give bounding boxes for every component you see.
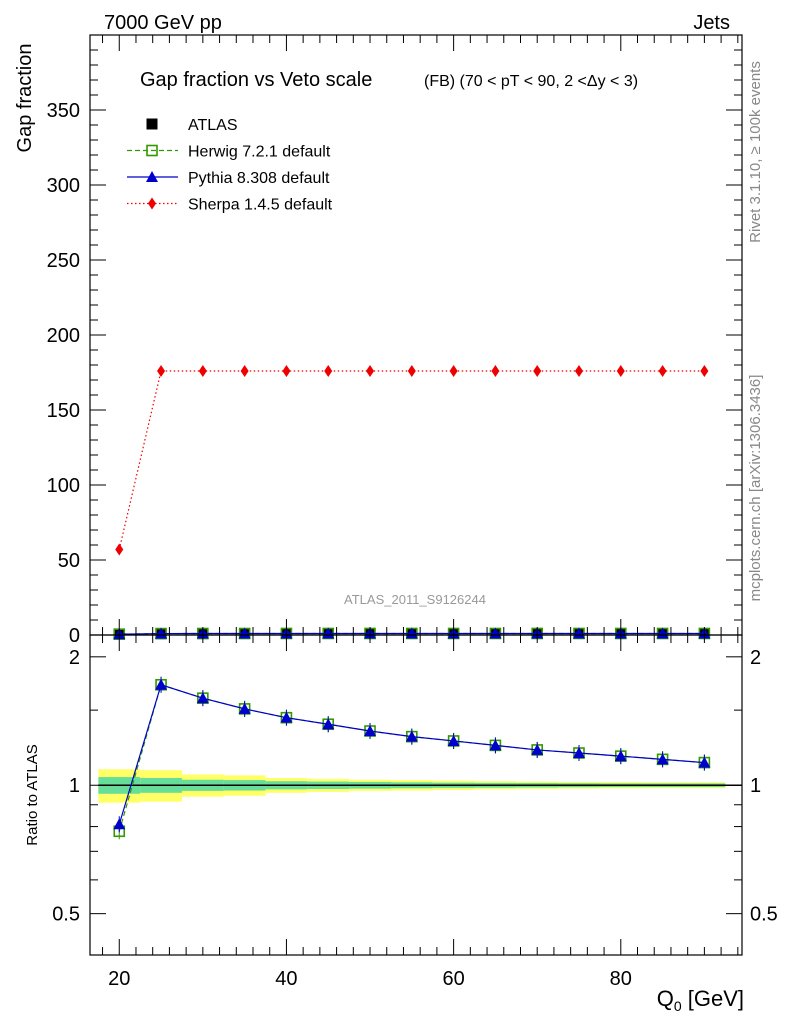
- main-ytick-label-0: 0: [69, 625, 80, 647]
- main-subtitle: (FB) (70 < pT < 90, 2 <Δy < 3): [424, 73, 638, 90]
- main-title: Gap fraction vs Veto scale: [140, 69, 372, 91]
- ratio-point-pythia-60: [447, 734, 460, 746]
- main-xticks: [102, 35, 739, 635]
- ratio-point-pythia-20: [113, 818, 126, 830]
- ratio-band: [98, 769, 742, 803]
- main-yticks: 0 50 100 150 200 250 300 350: [47, 49, 742, 647]
- main-ytick-label-150: 150: [47, 400, 80, 422]
- main-ytick-label-300: 300: [47, 175, 80, 197]
- main-ytick-label-50: 50: [58, 550, 80, 572]
- ratio-point-pythia-65: [489, 739, 502, 751]
- ratio-point-pythia-85: [656, 753, 669, 765]
- main-ytick-label-200: 200: [47, 325, 80, 347]
- watermark: ATLAS_2011_S9126244: [344, 592, 486, 607]
- main-point-sherpa-90: [700, 365, 709, 377]
- main-ytick-label-100: 100: [47, 475, 80, 497]
- main-point-sherpa-25: [157, 365, 166, 377]
- main-point-sherpa-50: [366, 365, 375, 377]
- legend-marker-sherpa: [148, 197, 156, 210]
- header-right: Jets: [693, 12, 730, 34]
- header-left: 7000 GeV pp: [104, 12, 222, 34]
- ratio-point-pythia-90: [698, 756, 711, 768]
- legend-label-pythia: Pythia 8.308 default: [188, 170, 330, 187]
- xlabel-sub: 0: [674, 998, 682, 1014]
- main-point-sherpa-85: [658, 365, 667, 377]
- ratio-point-pythia-30: [196, 692, 209, 704]
- main-ytick-label-350: 350: [47, 100, 80, 122]
- ratio-point-pythia-25: [155, 678, 168, 690]
- legend-label-sherpa: Sherpa 1.4.5 default: [188, 197, 333, 214]
- ratio-marks: [113, 676, 711, 840]
- main-point-sherpa-35: [240, 365, 249, 377]
- xlabel-main: Q: [657, 986, 674, 1011]
- ratio-ytick-label-right-1: 1: [750, 775, 761, 797]
- legend-label-herwig: Herwig 7.2.1 default: [188, 144, 331, 161]
- ratio-point-pythia-35: [238, 702, 251, 714]
- ratio-ytick-label-2: 2: [69, 647, 80, 669]
- main-point-sherpa-20: [115, 543, 124, 556]
- main-point-sherpa-40: [282, 365, 291, 377]
- ratio-line-pythia: [118, 684, 705, 825]
- main-point-pythia-85: [656, 627, 669, 639]
- ratio-xtick-label-60: 60: [442, 968, 464, 990]
- ratio-point-pythia-80: [614, 750, 627, 762]
- ratio-xlabel: Q0 [GeV]: [657, 986, 744, 1014]
- main-point-sherpa-45: [324, 365, 333, 377]
- main-point-sherpa-55: [407, 365, 416, 377]
- ratio-point-pythia-40: [280, 711, 293, 723]
- legend-marker-herwig: [146, 144, 158, 157]
- ratio-ylabel: Ratio to ATLAS: [24, 744, 41, 845]
- main-plot: 0 50 100 150 200 250 300 350 Gap fraction vs Ve…: [47, 34, 743, 647]
- main-point-sherpa-60: [449, 365, 458, 377]
- legend-marker-atlas: [146, 118, 158, 130]
- ratio-ytick-label-right-0.5: 0.5: [750, 904, 778, 926]
- main-ytick-label-250: 250: [47, 250, 80, 272]
- ratio-yticks: 0.5 0.5 1 1 2 2: [52, 647, 778, 926]
- ratio-point-pythia-55: [405, 730, 418, 742]
- ratio-ytick-label-0.5: 0.5: [52, 904, 80, 926]
- ratio-point-pythia-50: [364, 725, 377, 737]
- ratio-xticks: 20 40 60 80: [102, 635, 739, 990]
- legend-label-atlas: ATLAS: [188, 117, 238, 134]
- main-point-pythia-55: [405, 627, 418, 639]
- ratio-xtick-label-20: 20: [108, 968, 130, 990]
- main-point-pythia-75: [573, 627, 585, 639]
- main-point-sherpa-70: [533, 365, 542, 377]
- ratio-frame: [89, 634, 743, 956]
- main-point-sherpa-65: [491, 365, 500, 377]
- main-point-sherpa-75: [575, 365, 583, 377]
- main-point-pythia-25: [155, 627, 168, 639]
- main-point-pythia-45: [322, 627, 335, 639]
- main-line-sherpa: [118, 370, 705, 550]
- ratio-ytick-label-1: 1: [69, 775, 80, 797]
- main-point-pythia-35: [238, 627, 251, 639]
- main-ylabel: Gap fraction: [14, 44, 36, 153]
- ratio-point-pythia-75: [573, 747, 585, 759]
- ratio-ytick-label-right-2: 2: [750, 647, 761, 669]
- main-point-pythia-65: [489, 627, 502, 639]
- main-point-sherpa-80: [616, 365, 625, 377]
- ratio-xtick-label-40: 40: [275, 968, 297, 990]
- main-point-sherpa-30: [198, 365, 207, 377]
- xlabel-unit: [GeV]: [682, 986, 744, 1011]
- rivet-label: Rivet 3.1.10, ≥ 100k events: [747, 61, 764, 243]
- ratio-xtick-label-80: 80: [610, 968, 632, 990]
- mcplots-label: mcplots.cern.ch [arXiv:1306.3436]: [747, 375, 764, 602]
- ratio-plot: 0.5 0.5 1 1 2 2 20 40 60 80 Q0 [GeV]: [52, 634, 778, 1014]
- legend-marker-pythia: [146, 171, 158, 182]
- ratio-point-pythia-70: [531, 743, 544, 755]
- ratio-point-pythia-45: [322, 718, 335, 730]
- legend: ATLAS Herwig 7.2.1 default Pythia 8.308 de…: [127, 117, 333, 214]
